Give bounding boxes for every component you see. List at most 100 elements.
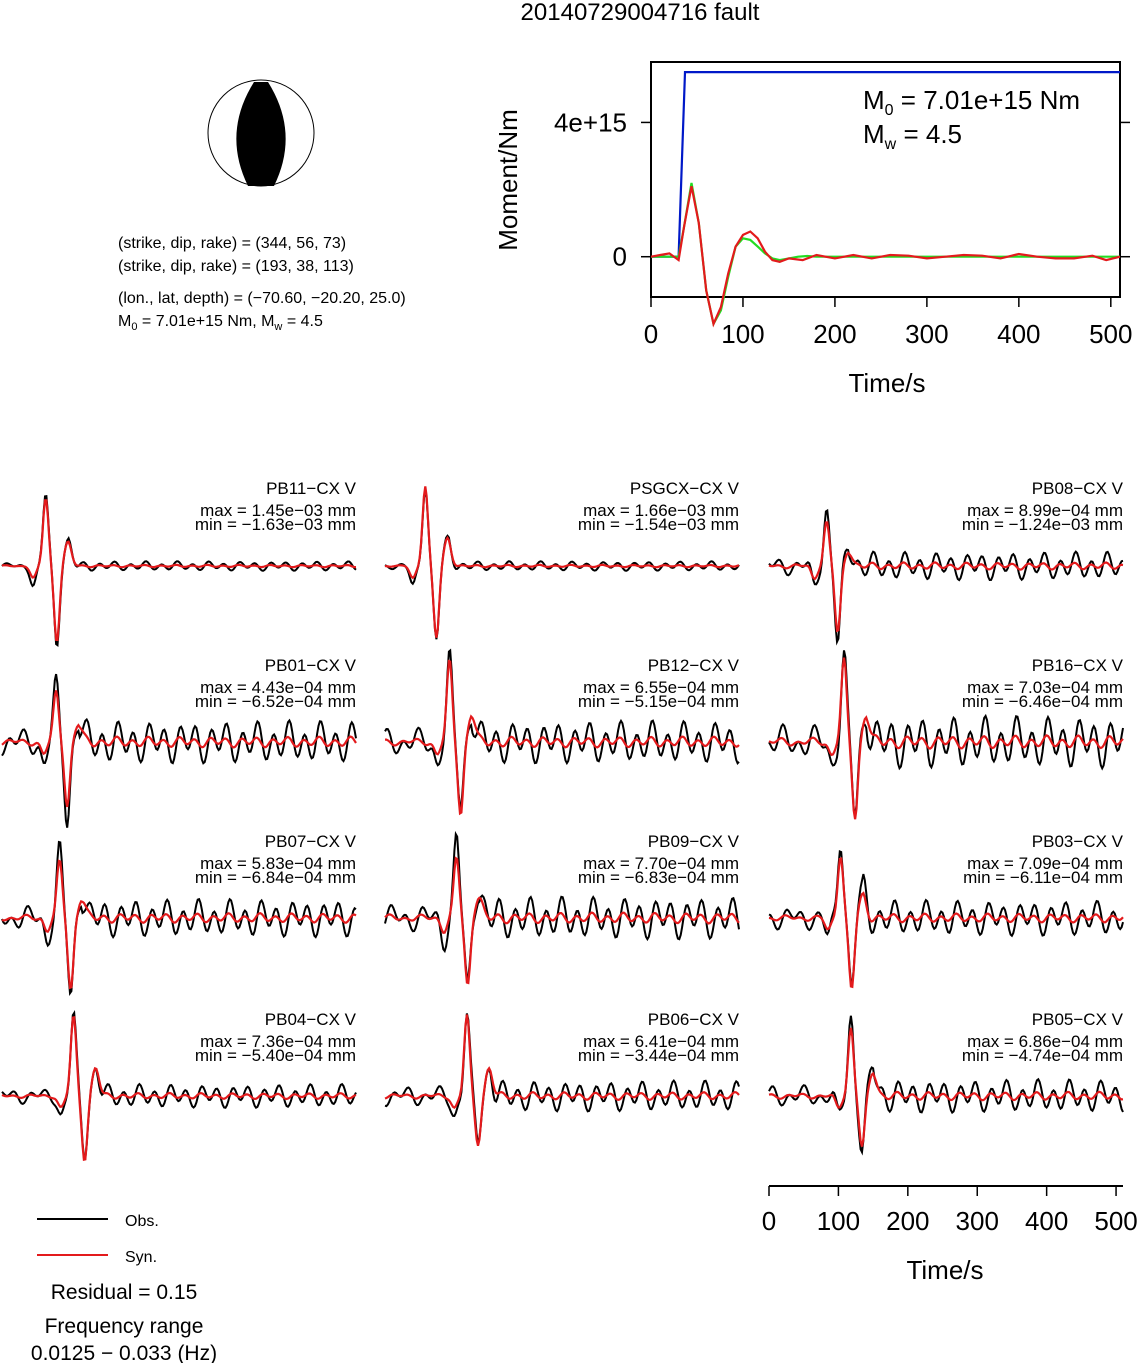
station-min: min = −3.44e−04 mm [578, 1046, 739, 1065]
m0-subscript: 0 [131, 321, 137, 333]
station-name: PB08−CX V [1032, 479, 1124, 498]
syn-waveform [1, 690, 357, 808]
station-min: min = −5.40e−04 mm [195, 1046, 356, 1065]
m0-symbol: M [118, 313, 131, 330]
station-max: max = 1.66e−03 mm [583, 501, 739, 520]
station-name: PB12−CX V [648, 656, 740, 675]
obs-waveform [1, 840, 357, 997]
station-max: max = 7.36e−04 mm [200, 1032, 356, 1051]
obs-waveform [768, 650, 1124, 817]
source-time-function-chart: 0 100 200 300 400 500 0 4e+15 Time/s Moment/Nm… [493, 61, 1132, 398]
m0-value: = 7.01e+15 Nm, M [137, 313, 274, 330]
station-max: max = 5.83e−04 mm [200, 854, 356, 873]
station-name: PB16−CX V [1032, 656, 1124, 675]
syn-waveform [385, 659, 740, 816]
station-name: PB04−CX V [265, 1010, 357, 1029]
waveform-x-tick-label: 200 [886, 1206, 929, 1236]
stf-mw-value: = 4.5 [896, 119, 962, 149]
mw-subscript: w [273, 321, 282, 333]
legend: Obs. Syn. [37, 1213, 159, 1266]
waveform-x-tick-label: 0 [762, 1206, 776, 1236]
station-name: PB11−CX V [266, 479, 357, 498]
station-name: PB05−CX V [1032, 1010, 1124, 1029]
station-max: max = 6.55e−04 mm [583, 678, 739, 697]
station-name: PB01−CX V [265, 656, 357, 675]
stf-x-tick-label: 300 [905, 319, 948, 349]
station-min: min = −4.74e−04 mm [962, 1046, 1123, 1065]
stf-x-tick-label: 400 [997, 319, 1040, 349]
station-max: max = 7.03e−04 mm [967, 678, 1123, 697]
frequency-range: 0.0125 − 0.033 (Hz) [31, 1342, 217, 1363]
frequency-title: Frequency range [45, 1315, 204, 1338]
obs-waveform [768, 1015, 1124, 1156]
stf-m0-subscript: 0 [885, 102, 894, 119]
waveform-x-tick-label: 300 [956, 1206, 999, 1236]
station-max: max = 4.43e−04 mm [200, 678, 356, 697]
station-min: min = −6.52e−04 mm [195, 692, 356, 711]
stf-x-axis-label: Time/s [848, 368, 925, 398]
stf-x-tick-label: 0 [644, 319, 658, 349]
mw-value: = 4.5 [282, 313, 323, 330]
syn-waveform [384, 1014, 740, 1147]
station-name: PB06−CX V [648, 1010, 740, 1029]
syn-waveform [1, 499, 356, 642]
syn-waveform [768, 657, 1124, 820]
stf-series-line-2 [650, 185, 1121, 328]
obs-waveform [384, 830, 740, 979]
station-max: max = 6.86e−04 mm [967, 1032, 1123, 1051]
syn-waveform [384, 486, 740, 638]
plane2-text: (strike, dip, rake) = (193, 38, 113) [118, 258, 354, 275]
plane1-text: (strike, dip, rake) = (344, 56, 73) [118, 235, 346, 252]
station-name: PB03−CX V [1032, 832, 1124, 851]
residual-text: Residual = 0.15 [51, 1281, 198, 1304]
station-name: PB07−CX V [265, 832, 357, 851]
obs-waveform [1, 1009, 357, 1161]
legend-syn-label: Syn. [125, 1249, 157, 1266]
syn-waveform [1, 859, 357, 990]
station-max: max = 7.70e−04 mm [583, 854, 739, 873]
stf-m0-annotation: M0 = 7.01e+15 Nm [863, 85, 1080, 119]
stf-x-ticks: 0 100 200 300 400 500 [644, 297, 1132, 349]
syn-waveform [1, 1015, 357, 1162]
station-max: max = 1.45e−03 mm [200, 501, 356, 520]
stf-y-ticks: 0 4e+15 [554, 107, 1130, 272]
station-min: min = −6.84e−04 mm [195, 868, 356, 887]
figure-title: 20140729004716 fault [521, 0, 760, 26]
station-max: max = 8.99e−04 mm [967, 501, 1123, 520]
legend-obs-label: Obs. [125, 1213, 159, 1230]
stf-y-tick-label: 0 [613, 242, 627, 272]
waveform-time-axis: 0 100 200 300 400 500 [762, 1185, 1138, 1236]
station-min: min = −1.24e−03 mm [962, 515, 1123, 534]
waveform-x-axis-label: Time/s [906, 1255, 983, 1285]
stf-mw-subscript: w [884, 136, 897, 153]
syn-waveform [768, 1027, 1124, 1147]
stf-x-tick-label: 100 [721, 319, 764, 349]
station-min: min = −5.15e−04 mm [578, 692, 739, 711]
stf-mw-symbol: M [863, 119, 885, 149]
stf-mw-annotation: Mw = 4.5 [863, 119, 962, 153]
stf-x-tick-label: 200 [813, 319, 856, 349]
station-max: max = 7.09e−04 mm [967, 854, 1123, 873]
waveform-x-tick-label: 400 [1025, 1206, 1068, 1236]
station-max: max = 6.41e−04 mm [583, 1032, 739, 1051]
beachball [207, 79, 315, 187]
stf-y-tick-label: 4e+15 [554, 107, 627, 137]
waveform-x-tick-label: 100 [817, 1206, 860, 1236]
station-min: min = −6.83e−04 mm [578, 868, 739, 887]
station-min: min = −6.46e−04 mm [962, 692, 1123, 711]
stf-m0-symbol: M [863, 85, 885, 115]
stf-m0-value: = 7.01e+15 Nm [894, 85, 1080, 115]
syn-waveform [768, 857, 1124, 989]
location-text: (lon., lat, depth) = (−70.60, −20.20, 25… [118, 290, 406, 307]
